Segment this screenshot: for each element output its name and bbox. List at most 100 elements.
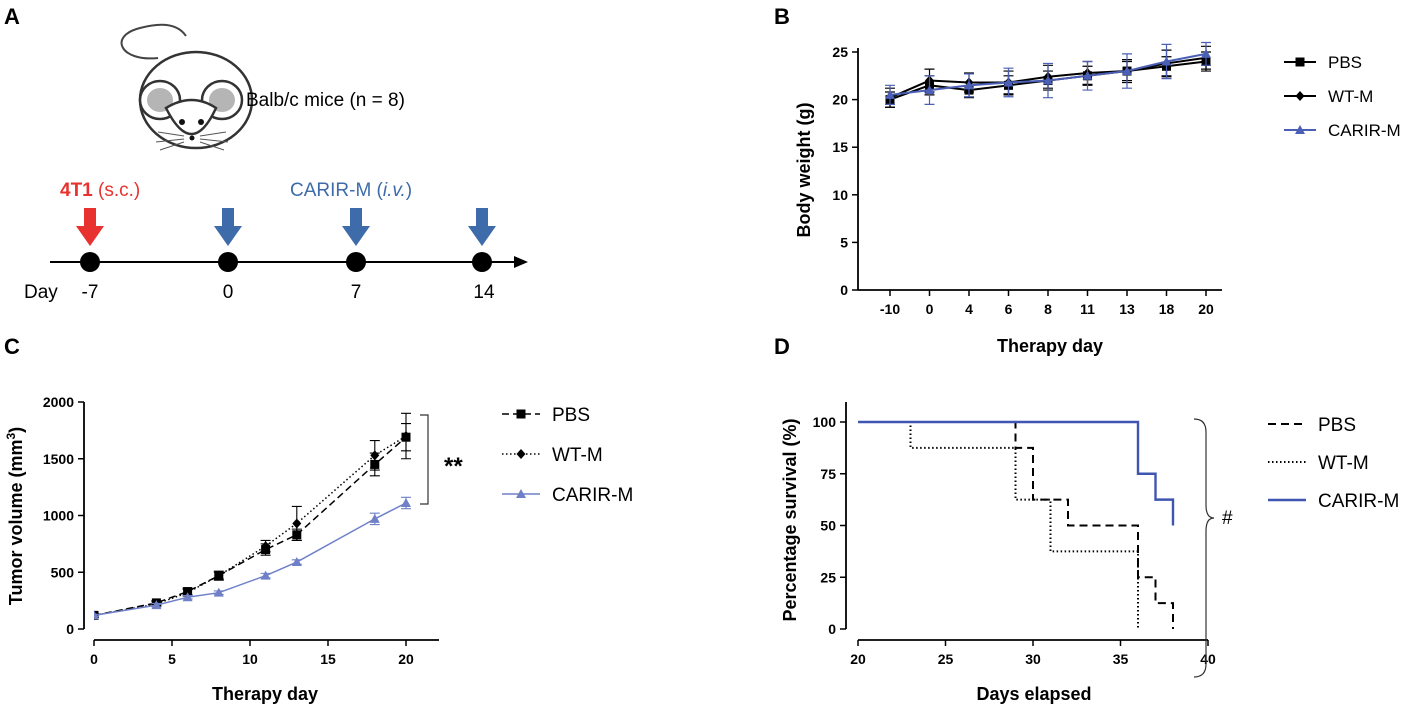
legend-entry-carir-m: CARIR-M (1318, 491, 1399, 512)
survival-curve-pbs (858, 421, 1174, 629)
legend-entry-pbs: PBS (1328, 53, 1362, 72)
timeline-day-label: Day (24, 282, 58, 303)
chart-d-y-tick-label: 100 (813, 414, 837, 430)
chart-d-x-tick-label: 35 (1113, 651, 1129, 667)
mouse-illustration-icon (120, 23, 254, 151)
data-point (1003, 77, 1014, 87)
series-wt-m (94, 412, 411, 621)
chart-b-y-tick-label: 10 (832, 187, 848, 203)
data-point (291, 557, 302, 567)
series-pbs (94, 423, 411, 620)
chart-c-x-tick-label: 10 (242, 651, 258, 667)
timeline-day-tick: 14 (473, 282, 495, 303)
chart-b-x-tick-label: 11 (1080, 301, 1095, 317)
chart-d-x-tick-label: 30 (1025, 651, 1041, 667)
chart-d-plot-area (858, 420, 1175, 629)
chart-c-y-tick-label: 1000 (43, 508, 74, 524)
significance-marker: ** (444, 453, 463, 480)
chart-d-ylabel: Percentage survival (%) (780, 418, 800, 621)
chart-c-x-tick-label: 5 (168, 651, 176, 667)
panel-a: A Balb/c mice (n = 8) 4T1 (s.c.) CARIR-M… (4, 4, 528, 303)
chart-tumor-volume: 0 500 1000 1500 2000 0 5 10 15 20 (43, 394, 439, 667)
series-line (94, 436, 407, 617)
chart-b-xlabel: Therapy day (997, 336, 1103, 356)
panel-c-label: C (4, 334, 20, 359)
data-point (401, 498, 411, 508)
series-line (94, 502, 407, 617)
timeline-dot (80, 252, 100, 272)
data-point (1043, 75, 1053, 85)
chart-c-y-tick-label: 500 (51, 564, 75, 580)
arrow-down-icon (214, 208, 242, 246)
data-point (260, 570, 271, 580)
chart-c-xlabel: Therapy day (212, 684, 318, 704)
timeline-dot (472, 252, 492, 272)
chart-b-x-tick-label: 13 (1119, 301, 1135, 317)
data-point (885, 89, 895, 99)
data-point (1201, 48, 1211, 58)
significance-bracket (1193, 418, 1215, 678)
timeline-day-tick: 0 (223, 282, 234, 303)
chart-c-y-tick-label: 2000 (43, 394, 74, 410)
chart-c-legend: PBS WT-M CARIR-M (502, 405, 633, 506)
data-point (94, 610, 99, 620)
chart-c-plot-area (94, 412, 411, 621)
data-point (292, 518, 302, 529)
panel-b: B 0 5 10 15 20 25 -10 0 4 6 8 11 13 18 20 Body weight … (774, 4, 1401, 356)
chart-d-y-tick-label: 25 (820, 569, 836, 585)
data-point (401, 431, 411, 442)
chart-b-x-tick-label: 6 (1005, 301, 1013, 317)
arrow-down-icon (342, 208, 370, 246)
chart-b-x-tick-label: 18 (1159, 301, 1175, 317)
legend-entry-carir-m: CARIR-M (552, 485, 633, 506)
chart-b-y-tick-label: 5 (840, 234, 848, 250)
legend-entry-wt-m: WT-M (552, 445, 603, 466)
panel-d-label: D (774, 334, 790, 359)
timeline-day-tick: 7 (351, 282, 362, 303)
chart-b-x-tick-label: 8 (1044, 301, 1052, 317)
significance-bracket (420, 414, 429, 505)
legend-entry-wt-m: WT-M (1318, 453, 1369, 474)
chart-d-legend: PBS WT-M CARIR-M (1268, 415, 1399, 512)
panel-d: D 0 25 50 75 100 20 25 30 35 40 Percentage surviv… (774, 334, 1399, 704)
data-point (151, 600, 162, 610)
panel-c: C 0 500 1000 1500 2000 0 5 10 15 20 Tumor volume … (4, 334, 633, 704)
series-line (94, 435, 407, 617)
injection-label-carir: CARIR-M (i.v.) (290, 180, 412, 201)
timeline-arrowhead-icon (514, 256, 528, 268)
timeline-dot (346, 252, 366, 272)
panel-a-label: A (4, 4, 20, 29)
legend-entry-pbs: PBS (1318, 415, 1356, 436)
chart-b-x-tick-label: 4 (965, 301, 973, 317)
arrow-down-icon (468, 208, 496, 246)
legend-marker (516, 409, 526, 419)
timeline-dot (218, 252, 238, 272)
chart-body-weight: 0 5 10 15 20 25 -10 0 4 6 8 11 13 18 20 (832, 41, 1222, 317)
chart-d-x-tick-label: 20 (850, 651, 866, 667)
significance-marker: # (1222, 508, 1233, 529)
chart-b-y-tick-label: 15 (832, 139, 848, 155)
panel-b-label: B (774, 4, 790, 29)
legend-marker (1295, 91, 1305, 101)
series-carir-m (94, 496, 411, 620)
data-point (924, 85, 935, 95)
chart-b-y-tick-label: 25 (832, 44, 848, 60)
injection-label-4t1: 4T1 (s.c.) (60, 180, 140, 201)
chart-d-xlabel: Days elapsed (976, 684, 1091, 704)
legend-entry-carir-m: CARIR-M (1328, 121, 1401, 140)
chart-b-x-tick-label: 0 (926, 301, 934, 317)
legend-marker (1295, 125, 1305, 134)
data-point (964, 80, 974, 90)
survival-curve-carir-m (858, 420, 1175, 526)
data-point (182, 592, 193, 602)
chart-d-y-tick-label: 75 (820, 466, 836, 482)
timeline-day-tick: -7 (82, 282, 99, 303)
mouse-caption: Balb/c mice (n = 8) (246, 90, 405, 111)
chart-c-y-tick-label: 0 (66, 621, 74, 637)
series-carir-m (885, 41, 1211, 105)
data-point (370, 450, 380, 461)
arrow-down-icon (76, 208, 104, 246)
data-point (1161, 56, 1172, 66)
chart-c-x-tick-label: 0 (90, 651, 98, 667)
